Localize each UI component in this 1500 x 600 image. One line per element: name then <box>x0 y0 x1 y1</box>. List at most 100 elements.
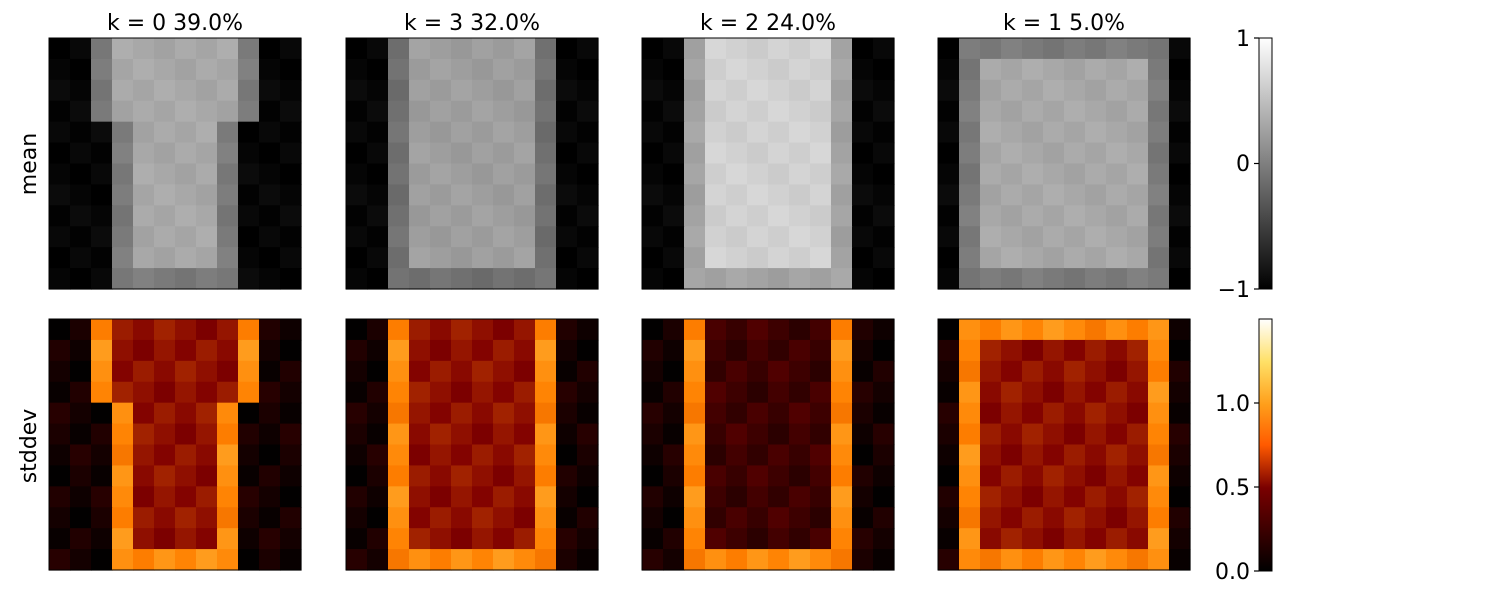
heatmap-cell <box>959 339 981 362</box>
heatmap-cell <box>154 319 176 341</box>
heatmap-cell <box>472 339 494 362</box>
heatmap-cell <box>430 100 452 123</box>
heatmap-cell <box>175 226 197 248</box>
heatmap-cell <box>112 247 134 269</box>
heatmap-cell <box>1022 319 1044 341</box>
heatmap-cell <box>726 268 748 290</box>
heatmap-cell <box>280 381 302 404</box>
heatmap-cell <box>768 268 790 290</box>
heatmap-cell <box>556 79 578 102</box>
heatmap-cell <box>959 549 981 571</box>
heatmap-cell <box>451 339 473 362</box>
heatmap-cell <box>577 402 599 425</box>
heatmap-cell <box>747 486 769 508</box>
heatmap-cell <box>217 528 239 550</box>
heatmap-cell <box>642 38 664 60</box>
heatmap-cell <box>409 339 431 362</box>
heatmap-cell <box>789 58 811 81</box>
heatmap-cell <box>535 184 557 206</box>
heatmap-cell <box>852 247 874 269</box>
heatmap-cell <box>388 58 410 81</box>
heatmap-cell <box>70 402 92 425</box>
heatmap-cell <box>388 319 410 341</box>
heatmap-cell <box>259 528 281 550</box>
heatmap-cell <box>280 79 302 102</box>
heatmap-cell <box>238 319 260 341</box>
heatmap-cell <box>1127 444 1149 467</box>
row-label-stddev: stddev <box>17 409 42 484</box>
heatmap-cell <box>493 465 515 487</box>
heatmap-cell <box>789 360 811 383</box>
heatmap-cell <box>705 100 727 123</box>
heatmap-cell <box>451 205 473 227</box>
heatmap-cell <box>514 549 536 571</box>
heatmap-cell <box>980 79 1002 102</box>
heatmap-cell <box>768 423 790 446</box>
heatmap-cell <box>726 184 748 206</box>
heatmap-cell <box>49 100 71 123</box>
heatmap-cell <box>238 100 260 123</box>
heatmap-cell <box>726 163 748 186</box>
heatmap-cell <box>1085 205 1107 227</box>
heatmap-cell <box>747 402 769 425</box>
heatmap-cell <box>726 423 748 446</box>
heatmap-cell <box>154 360 176 383</box>
heatmap-cell <box>535 423 557 446</box>
heatmap-cell <box>175 163 197 186</box>
heatmap-cell <box>980 486 1002 508</box>
heatmap-cell <box>684 100 706 123</box>
heatmap-cell <box>747 100 769 123</box>
heatmap-cell <box>1106 226 1128 248</box>
heatmap-cell <box>535 360 557 383</box>
heatmap-cell <box>70 507 92 529</box>
colorbar-stddev <box>1258 318 1273 572</box>
heatmap-cell <box>388 79 410 102</box>
heatmap-cell <box>133 360 155 383</box>
heatmap-cell <box>346 205 368 227</box>
heatmap-cell <box>1169 38 1191 60</box>
heatmap-cell <box>1169 58 1191 81</box>
heatmap-cell <box>196 465 218 487</box>
heatmap-cell <box>663 268 685 290</box>
heatmap-cell <box>196 205 218 227</box>
heatmap-cell <box>514 226 536 248</box>
heatmap-cell <box>1022 423 1044 446</box>
heatmap-cell <box>1106 528 1128 550</box>
heatmap-cell <box>346 423 368 446</box>
heatmap-cell <box>1148 121 1170 144</box>
heatmap-cell <box>133 247 155 269</box>
colorbar-mean-label-0: 0 <box>1236 152 1250 177</box>
heatmap-cell <box>217 121 239 144</box>
heatmap-cell <box>663 247 685 269</box>
heatmap-cell <box>493 507 515 529</box>
heatmap-cell <box>1022 444 1044 467</box>
heatmap-cell <box>133 486 155 508</box>
heatmap-cell <box>642 58 664 81</box>
heatmap-cell <box>346 319 368 341</box>
heatmap-cell <box>556 360 578 383</box>
heatmap-cell <box>1001 507 1023 529</box>
heatmap-cell <box>493 247 515 269</box>
heatmap-cell <box>112 163 134 186</box>
heatmap-cell <box>493 184 515 206</box>
heatmap-cell <box>280 268 302 290</box>
heatmap-cell <box>133 163 155 186</box>
heatmap-cell <box>726 38 748 60</box>
heatmap-cell <box>112 226 134 248</box>
heatmap-cell <box>1148 268 1170 290</box>
heatmap-cell <box>959 360 981 383</box>
heatmap-cell <box>938 423 960 446</box>
heatmap-cell <box>133 549 155 571</box>
heatmap-cell <box>810 268 832 290</box>
heatmap-cell <box>577 163 599 186</box>
heatmap-cell <box>1169 100 1191 123</box>
heatmap-cell <box>1022 507 1044 529</box>
heatmap-cell <box>980 549 1002 571</box>
heatmap-stddev-k0 <box>48 318 302 571</box>
heatmap-cell <box>873 58 895 81</box>
heatmap-cell <box>217 423 239 446</box>
heatmap-cell <box>388 507 410 529</box>
heatmap-cell <box>430 226 452 248</box>
heatmap-cell <box>810 121 832 144</box>
heatmap-cell <box>472 465 494 487</box>
